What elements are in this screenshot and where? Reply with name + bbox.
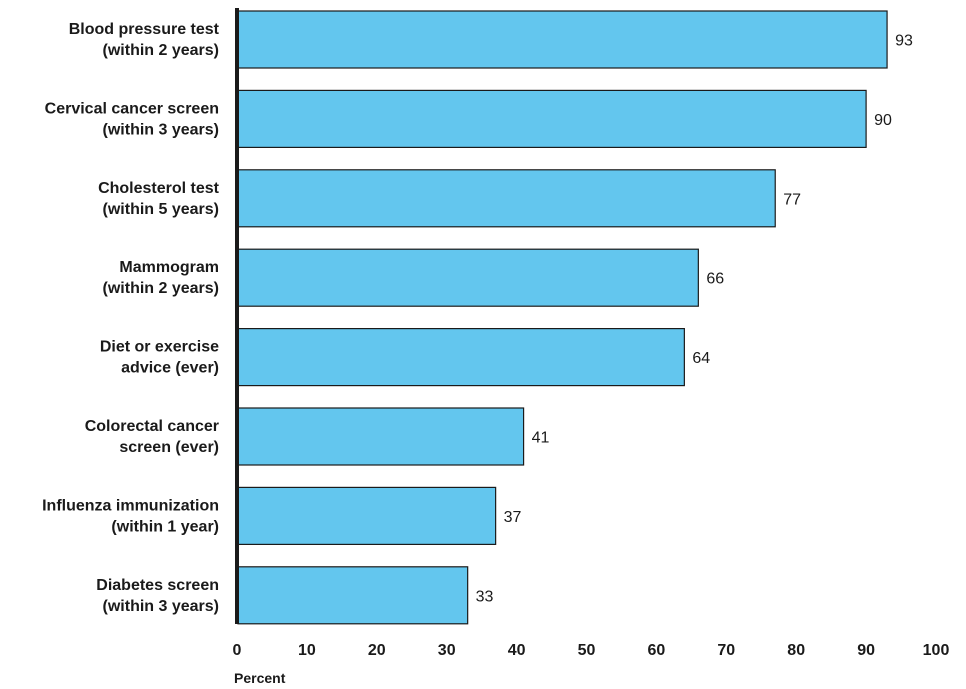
bar-value-label: 90 — [874, 112, 892, 129]
category-label: Cholesterol test — [98, 180, 220, 197]
bars-group — [237, 10, 888, 625]
category-label: Influenza immunization — [42, 497, 219, 514]
bar-value-label: 33 — [476, 588, 494, 605]
category-label: (within 2 years) — [103, 280, 219, 297]
x-tick-label: 0 — [233, 642, 242, 659]
x-axis-title: Percent — [234, 670, 286, 686]
bar — [237, 566, 469, 625]
category-label: Cervical cancer screen — [45, 100, 219, 117]
category-label: (within 2 years) — [103, 42, 219, 59]
category-labels-group: Blood pressure test (within 2 years) Cervi… — [42, 21, 220, 615]
category-label: advice (ever) — [121, 360, 219, 377]
category-label: screen (ever) — [119, 439, 219, 456]
category-label: Diabetes screen — [96, 577, 219, 594]
bar-value-label: 66 — [706, 271, 724, 288]
bar-value-label: 41 — [532, 430, 550, 447]
x-tick-labels-group: 0 10 20 30 40 50 60 70 80 90 100 — [233, 642, 950, 659]
x-tick-label: 70 — [717, 642, 735, 659]
x-tick-label: 100 — [923, 642, 950, 659]
category-label: Colorectal cancer — [85, 418, 219, 435]
x-tick-label: 50 — [578, 642, 596, 659]
bar — [237, 486, 497, 545]
bar-value-label: 93 — [895, 33, 913, 50]
category-label: (within 3 years) — [103, 121, 219, 138]
x-tick-label: 20 — [368, 642, 386, 659]
bar — [237, 10, 888, 69]
bar-value-label: 37 — [504, 509, 522, 526]
bar — [237, 169, 776, 228]
x-tick-label: 80 — [787, 642, 805, 659]
bar — [237, 248, 699, 307]
category-label: (within 3 years) — [103, 598, 219, 615]
category-label: (within 5 years) — [103, 201, 219, 218]
category-label: (within 1 year) — [111, 518, 219, 535]
category-label: Diet or exercise — [100, 339, 219, 356]
x-tick-label: 90 — [857, 642, 875, 659]
x-tick-label: 10 — [298, 642, 316, 659]
category-label: Blood pressure test — [69, 21, 220, 38]
category-label: Mammogram — [119, 259, 219, 276]
x-tick-label: 40 — [508, 642, 526, 659]
bar — [237, 328, 685, 387]
x-tick-label: 60 — [648, 642, 666, 659]
bar — [237, 89, 867, 149]
value-labels-group: 93 90 77 66 64 41 37 33 — [476, 33, 913, 606]
bar-value-label: 64 — [692, 350, 710, 367]
bar-value-label: 77 — [783, 191, 801, 208]
bar — [237, 407, 525, 466]
x-tick-label: 30 — [438, 642, 456, 659]
